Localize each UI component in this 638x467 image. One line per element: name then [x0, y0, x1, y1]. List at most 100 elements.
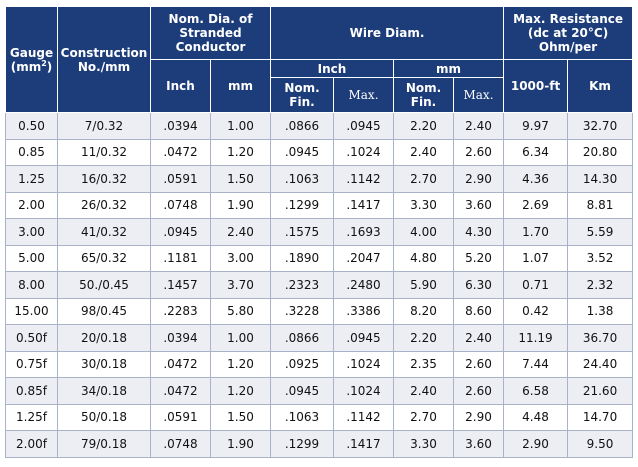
nom-dia-inch-cell: .2283 — [150, 297, 211, 325]
wire-inch-nom-cell: .0866 — [270, 112, 334, 140]
wire-inch-max-cell: .1417 — [333, 191, 394, 219]
wire-inch-nom-cell: .1299 — [270, 191, 334, 219]
gauge-cell: 0.75f — [5, 350, 58, 378]
resistance-1000ft-cell: 9.97 — [503, 112, 569, 140]
construction-header: Construction No./mm — [57, 6, 151, 113]
wire-inch-max-cell: .1024 — [333, 350, 394, 378]
wire-inch-nom-cell: .1575 — [270, 218, 334, 246]
wire-mm-max-header: Max. — [452, 77, 505, 113]
wire-mm-max-cell: 2.90 — [452, 165, 505, 193]
table-row: 2.00 26/0.32.0748 1.90.1299.1417 3.30 3.60 2.… — [5, 191, 634, 219]
wire-mm-max-cell: 8.60 — [452, 297, 505, 325]
wire-inch-nom-fin-header: Nom. Fin. — [270, 77, 334, 113]
table-row: 2.00f 79/0.18.0748 1.90.1299.1417 3.30 3.60 2… — [5, 430, 634, 458]
wire-inch-header: Inch — [270, 59, 394, 78]
wire-mm-nom-cell: 3.30 — [393, 191, 454, 219]
wire-spec-table: Gauge (mm2) Construction No./mm Nom. Dia. … — [5, 6, 634, 458]
nom-dia-mm-header: mm — [210, 59, 271, 113]
nom-dia-mm-cell: 1.20 — [210, 138, 271, 166]
resistance-1000ft-cell: 4.36 — [503, 165, 569, 193]
resistance-1000ft-cell: 6.34 — [503, 138, 569, 166]
resistance-1000ft-cell: 7.44 — [503, 350, 569, 378]
nom-dia-mm-cell: 5.80 — [210, 297, 271, 325]
wire-inch-nom-cell: .2323 — [270, 271, 334, 299]
construction-cell: 30/0.18 — [57, 350, 151, 378]
wire-mm-max-cell: 2.40 — [452, 324, 505, 352]
resistance-km-cell: 24.40 — [567, 350, 634, 378]
nom-dia-inch-cell: .0472 — [150, 377, 211, 405]
gauge-header: Gauge (mm2) — [5, 6, 58, 113]
construction-cell: 7/0.32 — [57, 112, 151, 140]
wire-mm-max-cell: 2.60 — [452, 377, 505, 405]
nom-dia-inch-cell: .0472 — [150, 138, 211, 166]
wire-mm-header: mm — [392, 59, 505, 78]
resistance-km-cell: 1.38 — [567, 297, 634, 325]
resistance-1000ft-cell: 6.58 — [503, 377, 569, 405]
wire-mm-nom-cell: 4.00 — [393, 218, 454, 246]
nom-dia-mm-cell: 3.70 — [210, 271, 271, 299]
resistance-km-cell: 5.59 — [567, 218, 634, 246]
table-row: 0.50 7/0.32.0394 1.00.0866.0945 2.20 2.40 9.9… — [5, 112, 634, 140]
wire-inch-max-cell: .2047 — [333, 244, 394, 272]
construction-cell: 41/0.32 — [57, 218, 151, 246]
nom-dia-mm-cell: 1.00 — [210, 324, 271, 352]
construction-cell: 50/0.18 — [57, 403, 151, 431]
table-header: Gauge (mm2) Construction No./mm Nom. Dia. … — [5, 6, 634, 113]
resistance-km-cell: 20.80 — [567, 138, 634, 166]
wire-mm-nom-cell: 2.20 — [393, 112, 454, 140]
nom-dia-mm-cell: 1.50 — [210, 403, 271, 431]
wire-mm-max-cell: 2.40 — [452, 112, 505, 140]
table-row: 0.50f 20/0.18.0394 1.00.0866.0945 2.20 2.40 1… — [5, 324, 634, 352]
resistance-km-cell: 14.30 — [567, 165, 634, 193]
construction-cell: 34/0.18 — [57, 377, 151, 405]
table-body: 0.50 7/0.32.0394 1.00.0866.0945 2.20 2.40 9.9… — [5, 112, 634, 458]
wire-mm-max-cell: 2.60 — [452, 350, 505, 378]
wire-mm-nom-cell: 2.20 — [393, 324, 454, 352]
gauge-cell: 8.00 — [5, 271, 58, 299]
resistance-km-cell: 2.32 — [567, 271, 634, 299]
nom-dia-inch-cell: .0591 — [150, 403, 211, 431]
table-row: 3.00 41/0.32.0945 2.40.1575.1693 4.00 4.30 1.… — [5, 218, 634, 246]
wire-mm-max-cell: 3.60 — [452, 430, 505, 458]
nom-dia-mm-cell: 1.90 — [210, 191, 271, 219]
wire-mm-max-cell: 6.30 — [452, 271, 505, 299]
wire-inch-max-cell: .1142 — [333, 403, 394, 431]
nom-dia-inch-cell: .0472 — [150, 350, 211, 378]
resistance-km-cell: 9.50 — [567, 430, 634, 458]
construction-cell: 26/0.32 — [57, 191, 151, 219]
wire-inch-max-header: Max. — [333, 77, 394, 113]
construction-cell: 65/0.32 — [57, 244, 151, 272]
wire-inch-nom-cell: .1063 — [270, 165, 334, 193]
wire-inch-max-cell: .1142 — [333, 165, 394, 193]
wire-mm-max-cell: 2.60 — [452, 138, 505, 166]
wire-inch-nom-cell: .1299 — [270, 430, 334, 458]
wire-mm-nom-cell: 4.80 — [393, 244, 454, 272]
gauge-cell: 2.00 — [5, 191, 58, 219]
wire-mm-max-cell: 5.20 — [452, 244, 505, 272]
wire-mm-nom-cell: 8.20 — [393, 297, 454, 325]
gauge-cell: 0.85 — [5, 138, 58, 166]
resistance-km-cell: 8.81 — [567, 191, 634, 219]
wire-mm-nom-cell: 5.90 — [393, 271, 454, 299]
nom-dia-inch-cell: .0394 — [150, 324, 211, 352]
wire-mm-max-cell: 2.90 — [452, 403, 505, 431]
nom-dia-mm-cell: 1.90 — [210, 430, 271, 458]
wire-inch-max-cell: .0945 — [333, 324, 394, 352]
wire-inch-nom-cell: .0945 — [270, 377, 334, 405]
nom-dia-inch-cell: .0394 — [150, 112, 211, 140]
gauge-cell: 0.85f — [5, 377, 58, 405]
wire-inch-nom-cell: .0925 — [270, 350, 334, 378]
nom-dia-inch-cell: .0591 — [150, 165, 211, 193]
resistance-1000ft-cell: 4.48 — [503, 403, 569, 431]
gauge-cell: 1.25f — [5, 403, 58, 431]
resistance-1000ft-cell: 2.90 — [503, 430, 569, 458]
max-resistance-header: Max. Resistance (dc at 20°C) Ohm/per — [503, 6, 634, 60]
resistance-1000ft-cell: 0.71 — [503, 271, 569, 299]
wire-inch-nom-cell: .0945 — [270, 138, 334, 166]
wire-inch-max-cell: .1024 — [333, 377, 394, 405]
wire-mm-nom-cell: 2.35 — [393, 350, 454, 378]
nom-dia-mm-cell: 1.50 — [210, 165, 271, 193]
construction-cell: 11/0.32 — [57, 138, 151, 166]
wire-inch-max-cell: .1417 — [333, 430, 394, 458]
table-row: 1.25 16/0.32.0591 1.50.1063.1142 2.70 2.90 4.… — [5, 165, 634, 193]
